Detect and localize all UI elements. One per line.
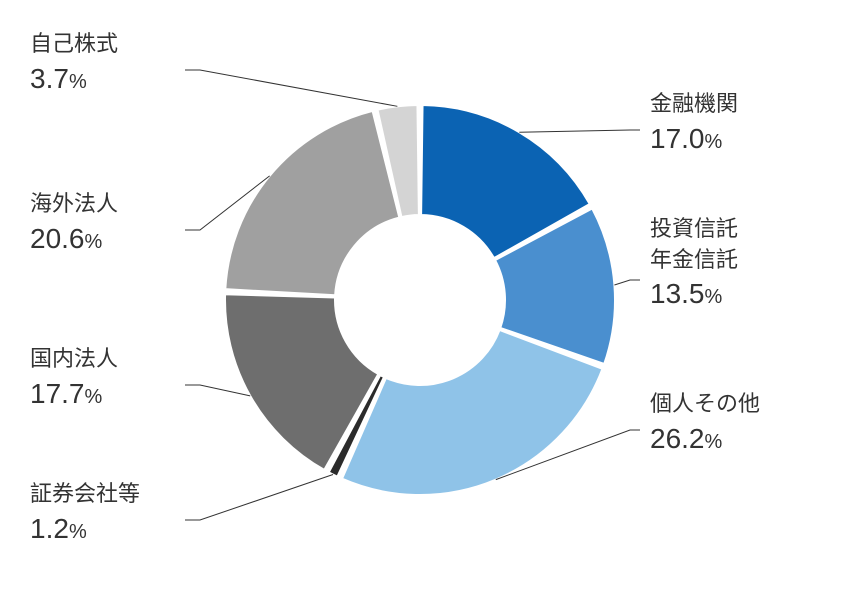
slice-label-pct: % bbox=[705, 286, 723, 308]
leader-line bbox=[185, 475, 333, 520]
slice-label: 海外法人 20.6% bbox=[30, 190, 118, 257]
slice-label-pct: % bbox=[705, 431, 723, 453]
slice-label: 国内法人 17.7% bbox=[30, 345, 118, 412]
slice-label: 個人その他 26.2% bbox=[650, 390, 760, 457]
leader-line bbox=[185, 385, 250, 396]
slice-label-pct: % bbox=[69, 521, 87, 543]
donut-slice bbox=[225, 294, 378, 470]
slice-label-pct: % bbox=[85, 386, 103, 408]
slice-label-title: 年金信託 bbox=[650, 246, 738, 275]
slice-label-value: 17.0 bbox=[650, 123, 705, 154]
slice-label-value: 3.7 bbox=[30, 63, 69, 94]
slice-label-pct: % bbox=[69, 71, 87, 93]
slice-label-value: 1.2 bbox=[30, 513, 69, 544]
leader-line bbox=[614, 280, 640, 285]
slice-label-title: 投資信託 bbox=[650, 215, 738, 244]
slice-label: 自己株式 3.7% bbox=[30, 30, 118, 97]
slice-label-value: 26.2 bbox=[650, 423, 705, 454]
slice-label-title: 証券会社等 bbox=[30, 480, 140, 509]
slice-label-title: 金融機関 bbox=[650, 90, 738, 119]
leader-line bbox=[519, 130, 640, 132]
slice-label-title: 個人その他 bbox=[650, 390, 760, 419]
slice-label-value: 13.5 bbox=[650, 278, 705, 309]
slice-label-value: 20.6 bbox=[30, 223, 85, 254]
slice-label: 証券会社等 1.2% bbox=[30, 480, 140, 547]
slice-label-title: 国内法人 bbox=[30, 345, 118, 374]
slice-label: 金融機関 17.0% bbox=[650, 90, 738, 157]
slice-label: 投資信託年金信託 13.5% bbox=[650, 215, 738, 313]
slice-label-value: 17.7 bbox=[30, 378, 85, 409]
donut-slice bbox=[225, 111, 399, 295]
donut-slice bbox=[342, 330, 602, 495]
slice-label-title: 海外法人 bbox=[30, 190, 118, 219]
slice-label-pct: % bbox=[85, 231, 103, 253]
donut-chart: 金融機関 17.0% 投資信託年金信託 13.5% 個人その他 26.2% 証券会社等 1.2… bbox=[0, 0, 850, 600]
leader-line bbox=[185, 70, 397, 106]
slice-label-pct: % bbox=[705, 131, 723, 153]
slice-label-title: 自己株式 bbox=[30, 30, 118, 59]
